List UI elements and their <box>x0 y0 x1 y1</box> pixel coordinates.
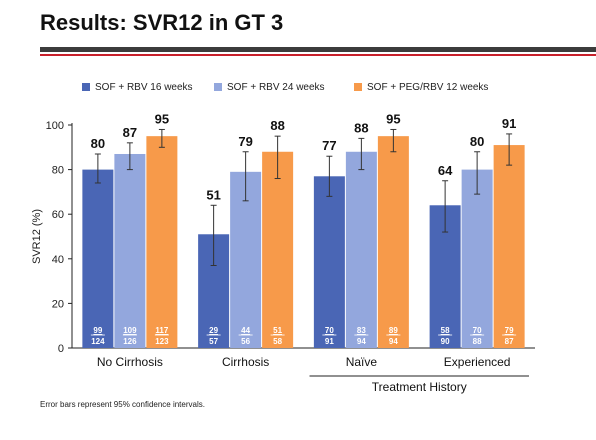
legend-swatch-3 <box>354 83 362 91</box>
bar <box>377 136 409 348</box>
bar-denominator: 94 <box>389 337 398 346</box>
bar <box>82 169 114 348</box>
bar-numerator: 117 <box>155 326 168 335</box>
bar <box>345 151 377 348</box>
bar <box>493 145 525 348</box>
data-label: 64 <box>438 163 453 178</box>
y-tick-label: 100 <box>46 120 64 132</box>
x-category-label: Experienced <box>444 355 511 369</box>
y-tick-label: 60 <box>52 209 64 221</box>
y-tick-label: 80 <box>52 165 64 177</box>
bar-denominator: 123 <box>155 337 169 346</box>
bar <box>146 136 178 348</box>
bar-denominator: 91 <box>325 337 334 346</box>
y-tick-label: 0 <box>58 343 64 355</box>
data-label: 80 <box>91 136 105 151</box>
bar <box>114 153 146 348</box>
bar <box>313 176 345 348</box>
bar-denominator: 87 <box>505 337 514 346</box>
bar-numerator: 99 <box>93 326 102 335</box>
data-label: 95 <box>386 111 400 126</box>
data-label: 79 <box>238 134 252 149</box>
bar-numerator: 109 <box>123 326 137 335</box>
bar-numerator: 79 <box>505 326 514 335</box>
bar-denominator: 57 <box>209 337 218 346</box>
data-label: 77 <box>322 138 336 153</box>
legend-label-1: SOF + RBV 16 weeks <box>95 82 193 93</box>
bar-numerator: 89 <box>389 326 398 335</box>
data-label: 51 <box>206 187 220 202</box>
slide-title: Results: SVR12 in GT 3 <box>40 10 284 35</box>
title-rule-red <box>40 54 596 56</box>
bar <box>262 151 294 348</box>
legend-swatch-1 <box>82 83 90 91</box>
title-rule-dark <box>40 47 596 52</box>
bar-denominator: 124 <box>91 337 105 346</box>
legend-swatch-2 <box>214 83 222 91</box>
legend-label-3: SOF + PEG/RBV 12 weeks <box>367 82 488 93</box>
bar-denominator: 56 <box>241 337 250 346</box>
data-label: 91 <box>502 116 516 131</box>
bar-numerator: 83 <box>357 326 366 335</box>
bar-numerator: 44 <box>241 326 250 335</box>
data-label: 87 <box>123 125 137 140</box>
x-category-label: Cirrhosis <box>222 355 269 369</box>
bar-denominator: 90 <box>441 337 450 346</box>
bar-numerator: 51 <box>273 326 282 335</box>
footnote: Error bars represent 95% confidence inte… <box>40 400 205 409</box>
data-label: 80 <box>470 134 484 149</box>
bar-denominator: 88 <box>473 337 482 346</box>
bar-numerator: 58 <box>441 326 450 335</box>
bar-numerator: 29 <box>209 326 218 335</box>
data-label: 95 <box>155 111 169 126</box>
bar <box>461 169 493 348</box>
legend-label-2: SOF + RBV 24 weeks <box>227 82 325 93</box>
x-category-label: No Cirrhosis <box>97 355 163 369</box>
bar-numerator: 70 <box>473 326 482 335</box>
y-tick-label: 40 <box>52 254 64 266</box>
bar-denominator: 126 <box>123 337 137 346</box>
data-label: 88 <box>270 118 284 133</box>
bar-denominator: 94 <box>357 337 366 346</box>
group-label: Treatment History <box>372 380 467 394</box>
bar-numerator: 70 <box>325 326 334 335</box>
bar-denominator: 58 <box>273 337 282 346</box>
y-tick-label: 20 <box>52 298 64 310</box>
y-axis-title: SVR12 (%) <box>31 209 43 264</box>
data-label: 88 <box>354 120 368 135</box>
x-category-label: Naïve <box>346 355 378 369</box>
